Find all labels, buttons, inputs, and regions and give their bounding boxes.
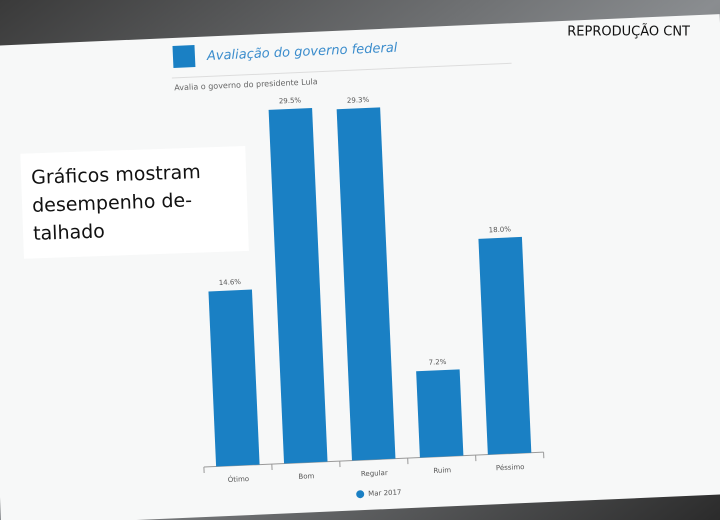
value-label: 14.6% <box>219 278 242 287</box>
value-label: 29.5% <box>279 96 302 105</box>
x-tick-label: Ótimo <box>228 474 250 484</box>
value-label: 29.3% <box>347 96 370 105</box>
x-tick-label: Péssimo <box>496 463 525 472</box>
title-icon <box>172 45 196 68</box>
value-label: 7.2% <box>428 358 446 367</box>
bar <box>336 107 396 461</box>
x-tick-label: Ruim <box>433 466 451 475</box>
plot: 14.6% 29.5% 29.3% 7.2% 18.0% Ótimo Bom Regular R… <box>203 96 545 499</box>
caption-line: talhado <box>33 220 105 244</box>
x-tick-label: Bom <box>298 472 314 481</box>
bar <box>208 289 260 467</box>
bar <box>268 107 328 464</box>
bar <box>478 236 532 455</box>
legend-swatch <box>356 490 365 499</box>
paper-group: Avaliação do governo federal Avalia o go… <box>0 14 720 520</box>
caption-box: Gráficos mostram desempenho de- talhado <box>20 145 249 259</box>
divider <box>171 62 512 79</box>
credit: REPRODUÇÃO CNT <box>567 24 690 40</box>
value-label: 18.0% <box>489 225 512 234</box>
bar <box>416 369 464 458</box>
x-tick-label: Regular <box>361 469 388 478</box>
caption-bg <box>20 145 249 259</box>
legend-label: Mar 2017 <box>368 488 402 497</box>
